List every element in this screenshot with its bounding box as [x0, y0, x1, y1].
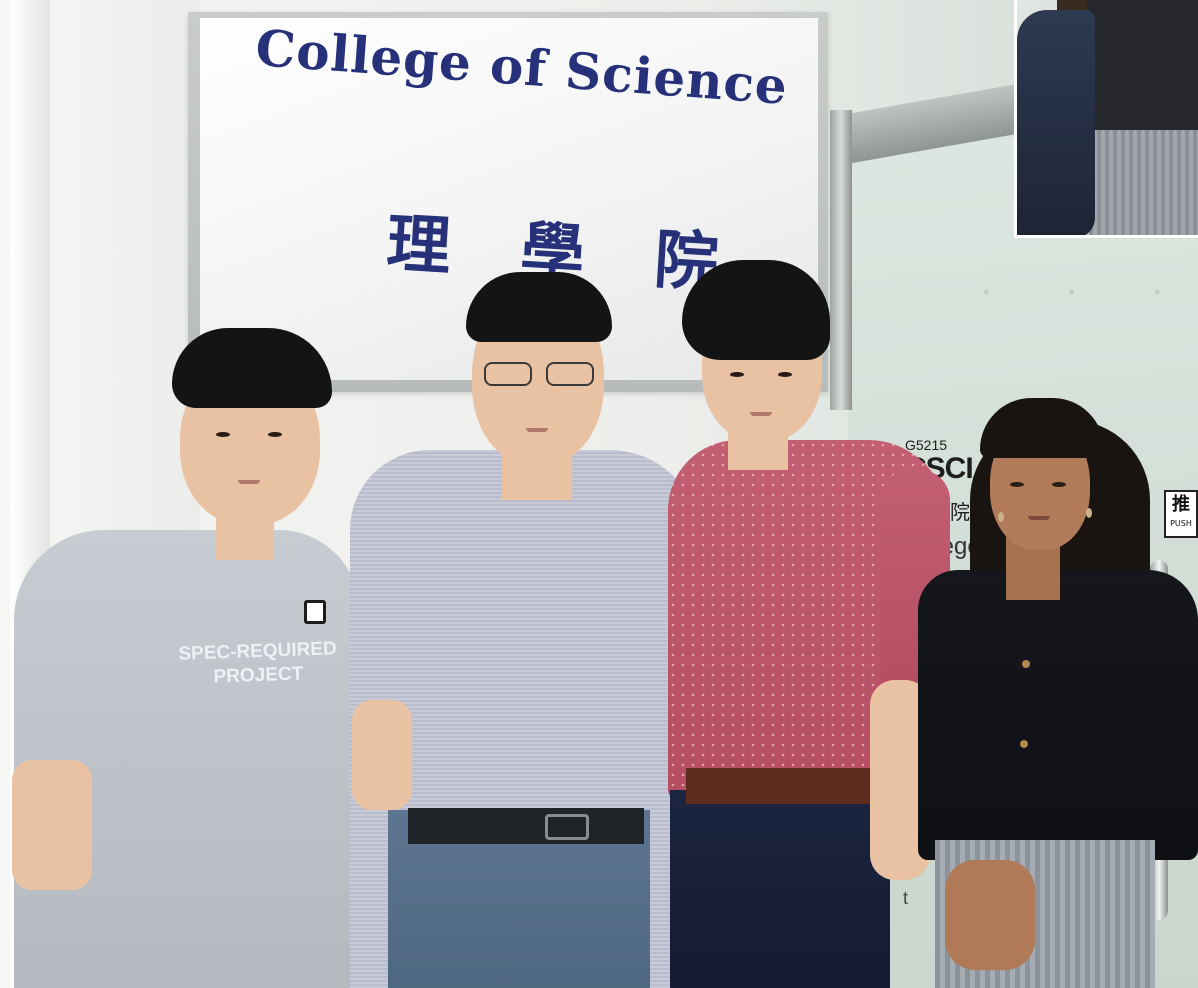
- mouth: [750, 412, 772, 416]
- person-2-hair: [466, 272, 612, 342]
- person-4-hands: [945, 860, 1035, 970]
- earring: [1086, 508, 1092, 518]
- inset-shirt: [1087, 0, 1198, 140]
- eye: [1010, 482, 1024, 487]
- person-1-arm: [12, 760, 92, 890]
- person-1-tshirt: [14, 530, 359, 988]
- door-frame: [830, 110, 852, 410]
- person-3-trousers: [670, 790, 890, 988]
- person-3-belt: [686, 768, 874, 804]
- mouth: [1028, 516, 1050, 520]
- push-sign: 推 PUSH: [1164, 490, 1198, 538]
- sign-chinese-char: 理: [384, 205, 454, 285]
- door-letter: t: [903, 888, 909, 908]
- inset-skirt: [1089, 130, 1198, 235]
- door-room-code: G5215: [905, 437, 948, 453]
- blouse-button: [1022, 660, 1030, 668]
- mouth: [526, 428, 548, 432]
- earring: [998, 512, 1004, 522]
- push-sign-zh: 推: [1172, 494, 1190, 515]
- person-3-hair: [682, 260, 830, 360]
- eye: [216, 432, 230, 437]
- eye: [1052, 482, 1066, 487]
- eye: [268, 432, 282, 437]
- belt-buckle: [545, 814, 589, 840]
- mouth: [238, 480, 260, 484]
- person-2-arm: [352, 700, 412, 810]
- eye: [778, 372, 792, 377]
- eye: [730, 372, 744, 377]
- door-etching: · · ·: [980, 270, 1194, 316]
- push-sign-en: PUSH: [1170, 519, 1192, 528]
- blouse-button: [1020, 740, 1028, 748]
- person-4-hair-top: [980, 398, 1104, 458]
- person-4-blouse: [918, 570, 1198, 860]
- glasses-lens: [484, 362, 532, 386]
- inset-backpack: [1017, 10, 1095, 235]
- glasses: [484, 362, 598, 388]
- inset-photo: [1014, 0, 1198, 238]
- shirt-logo: [304, 600, 326, 624]
- person-1-hair: [172, 328, 332, 408]
- person-2-belt: [408, 808, 644, 844]
- shirt-print: SPEC-REQUIRED PROJECT: [167, 637, 349, 691]
- glasses-lens: [546, 362, 594, 386]
